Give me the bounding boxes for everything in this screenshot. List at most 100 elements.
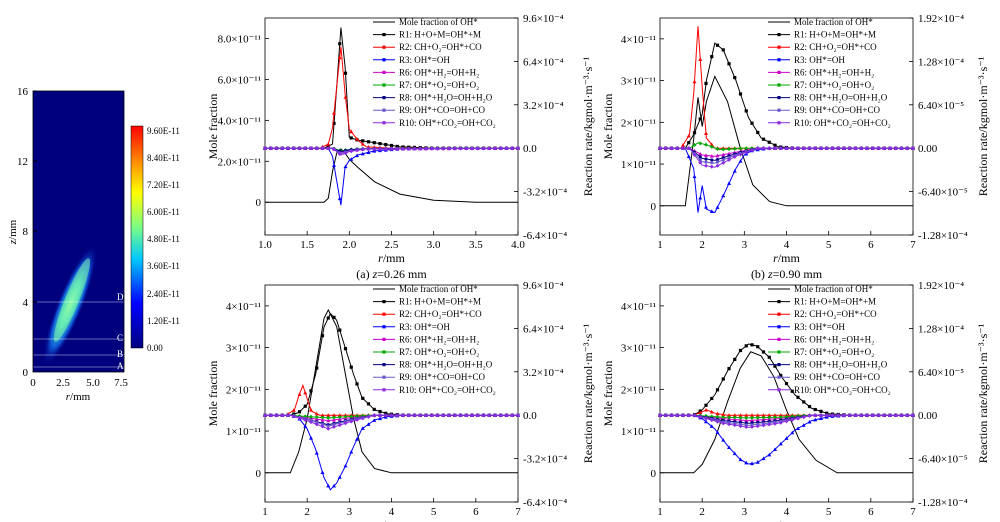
series-marker bbox=[493, 413, 497, 418]
series-marker bbox=[332, 483, 336, 488]
y-right-tick-label: -6.40×10⁻⁵ bbox=[918, 454, 968, 466]
series-marker bbox=[675, 413, 680, 418]
series-marker bbox=[675, 146, 680, 151]
series-marker bbox=[498, 413, 503, 418]
series-marker bbox=[464, 413, 469, 418]
y-left-tick-label: 6.0×10⁻¹¹ bbox=[218, 74, 261, 86]
series-marker bbox=[761, 137, 766, 141]
series-marker bbox=[870, 413, 875, 418]
series-marker bbox=[715, 43, 720, 47]
series-marker bbox=[314, 422, 319, 427]
series-marker bbox=[297, 146, 302, 151]
series-marker bbox=[475, 413, 480, 418]
series-marker bbox=[309, 436, 313, 440]
series-marker bbox=[366, 140, 371, 144]
legend-label: R1: H+O+M=OH*+M bbox=[399, 30, 481, 40]
series-marker bbox=[366, 147, 371, 152]
series-marker bbox=[727, 445, 731, 449]
legend: Mole fraction of OH* R1: H+O+M=OH*+M R2: C… bbox=[373, 17, 496, 128]
series-marker bbox=[801, 423, 806, 427]
series-marker bbox=[773, 143, 777, 147]
series-marker bbox=[865, 146, 869, 151]
series-marker bbox=[911, 413, 915, 418]
series-marker bbox=[303, 424, 308, 428]
series-marker bbox=[767, 355, 771, 359]
contour-ylabel: z/mm bbox=[7, 219, 19, 245]
series-marker bbox=[744, 344, 748, 348]
y-left-tick-label: 1×10⁻¹¹ bbox=[226, 426, 261, 438]
y-right-tick-label: 3.2×10⁻⁴ bbox=[523, 367, 564, 379]
legend-label: Mole fraction of OH* bbox=[794, 17, 873, 27]
series-marker bbox=[378, 142, 382, 146]
series-marker bbox=[710, 396, 714, 401]
series-marker bbox=[888, 413, 892, 418]
x-tick-label: 7 bbox=[910, 239, 916, 251]
series-marker bbox=[297, 410, 302, 414]
legend-marker bbox=[777, 300, 781, 304]
series-marker bbox=[692, 174, 697, 179]
series-marker bbox=[504, 146, 509, 151]
legend-marker bbox=[777, 45, 781, 49]
legend-label: R6: OH*+H₂=OH+H₂ bbox=[794, 67, 874, 77]
series-marker bbox=[516, 413, 520, 418]
panel-caption: (a) z=0.26 mm bbox=[356, 267, 427, 281]
series-marker bbox=[744, 146, 749, 151]
series-marker bbox=[297, 416, 302, 421]
x-tick-label: 1 bbox=[657, 239, 663, 251]
y-left-tick-label: 4×10⁻¹¹ bbox=[621, 34, 656, 46]
legend-label: R2: CH+O₂=OH*+CO bbox=[399, 42, 482, 52]
series-marker bbox=[721, 158, 725, 162]
series-marker bbox=[698, 414, 703, 419]
series-marker bbox=[326, 424, 330, 428]
series-marker bbox=[784, 436, 789, 440]
y-left-tick-label: 3×10⁻¹¹ bbox=[226, 343, 261, 355]
legend-label: R2: CH+O₂=OH*+CO bbox=[794, 42, 877, 52]
series-marker bbox=[710, 161, 714, 165]
series-marker bbox=[401, 413, 405, 418]
legend-marker bbox=[777, 108, 781, 112]
colorbar-label: 6.00E-11 bbox=[147, 207, 180, 217]
series-marker bbox=[418, 413, 423, 418]
series-marker bbox=[692, 152, 697, 157]
y-left-tick-label: 2×10⁻¹¹ bbox=[226, 384, 261, 396]
legend-label: R10: OH*+CO₂=OH+CO₂ bbox=[399, 118, 496, 128]
legend-marker bbox=[382, 108, 386, 112]
series-marker bbox=[418, 146, 423, 151]
y-right-tick-label: 6.40×10⁻⁵ bbox=[918, 100, 964, 112]
series-marker bbox=[343, 164, 348, 169]
legend-marker bbox=[777, 350, 781, 354]
series-marker bbox=[732, 413, 737, 417]
series-marker bbox=[452, 413, 457, 418]
series-marker bbox=[332, 315, 336, 319]
series-marker bbox=[441, 146, 446, 151]
series-marker bbox=[721, 415, 726, 420]
series-marker bbox=[859, 413, 864, 418]
y-right-tick-label: 1.28×10⁻⁴ bbox=[918, 56, 964, 68]
series-marker bbox=[802, 400, 806, 404]
series-marker bbox=[366, 402, 371, 406]
series-marker bbox=[698, 410, 703, 415]
legend-label: R8: OH*+H₂O=OH+H₂O bbox=[399, 93, 493, 103]
series-marker bbox=[383, 413, 388, 418]
y-right-tick-label: 6.4×10⁻⁴ bbox=[523, 323, 564, 335]
series-marker bbox=[755, 417, 760, 422]
series-marker bbox=[790, 417, 795, 422]
series-marker bbox=[767, 452, 772, 457]
y-left-axis-title: Mole fraction bbox=[601, 361, 615, 427]
legend-label: R9: OH*+CO=OH+CO bbox=[794, 105, 880, 115]
series-marker bbox=[378, 416, 382, 421]
series-marker bbox=[727, 151, 731, 156]
y-right-tick-label: 9.6×10⁻⁴ bbox=[523, 280, 564, 292]
series-marker bbox=[493, 146, 497, 151]
legend-label: R7: OH*+O₂=OH+O₂ bbox=[794, 347, 874, 357]
y-left-tick-label: 1×10⁻¹¹ bbox=[621, 426, 656, 438]
series-marker bbox=[738, 159, 743, 163]
series-marker bbox=[412, 413, 417, 418]
series-marker bbox=[836, 146, 841, 151]
legend-label: R8: OH*+H₂O=OH+H₂O bbox=[399, 360, 493, 370]
series-marker bbox=[326, 144, 330, 148]
legend-label: R2: CH+O₂=OH*+CO bbox=[794, 309, 877, 319]
series-marker bbox=[487, 146, 492, 151]
series-marker bbox=[669, 146, 674, 151]
contour-field bbox=[33, 91, 124, 372]
